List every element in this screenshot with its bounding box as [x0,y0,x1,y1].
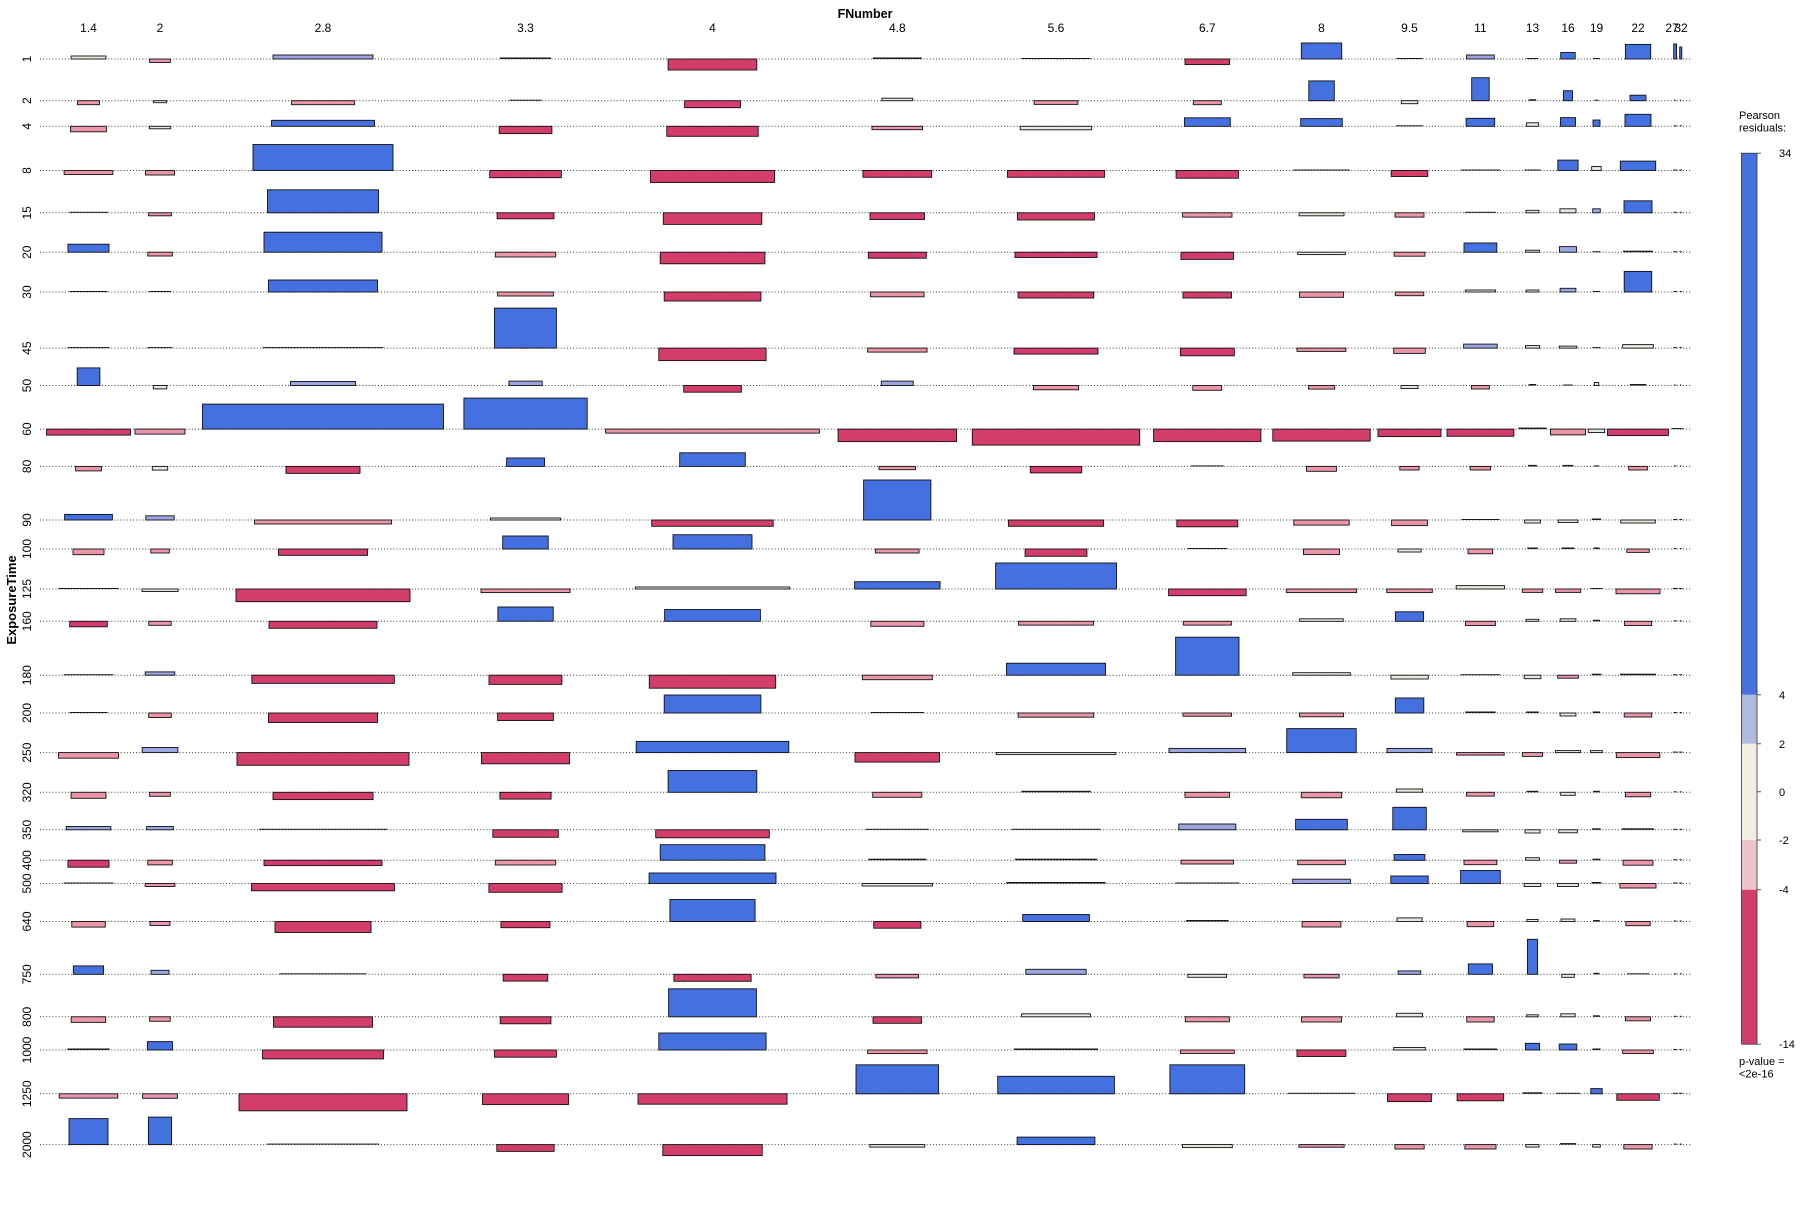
svg-text:4: 4 [1779,690,1785,702]
svg-text:8: 8 [20,167,34,174]
svg-text:19: 19 [1590,21,1604,35]
svg-text:60: 60 [20,422,34,436]
svg-text:2: 2 [1779,739,1785,751]
svg-text:400: 400 [20,850,34,870]
svg-text:ExposureTime: ExposureTime [4,555,19,644]
svg-text:2: 2 [157,21,164,35]
svg-text:2000: 2000 [20,1131,34,1158]
svg-text:45: 45 [20,341,34,355]
svg-text:30: 30 [20,285,34,299]
svg-text:6.7: 6.7 [1199,21,1216,35]
svg-text:0: 0 [1779,787,1785,799]
svg-text:p-value =: p-value = [1739,1056,1785,1068]
svg-text:2: 2 [20,97,34,104]
svg-text:500: 500 [20,873,34,893]
svg-text:750: 750 [20,964,34,984]
svg-text:1: 1 [20,55,34,62]
svg-text:3.3: 3.3 [517,21,534,35]
svg-text:4: 4 [20,123,34,130]
svg-text:residuals:: residuals: [1739,123,1786,135]
svg-text:4: 4 [709,21,716,35]
svg-text:800: 800 [20,1006,34,1026]
svg-text:5.6: 5.6 [1048,21,1065,35]
svg-text:16: 16 [1561,21,1575,35]
svg-text:11: 11 [1474,21,1487,35]
svg-text:8: 8 [1318,21,1325,35]
svg-text:20: 20 [20,245,34,259]
svg-text:100: 100 [20,539,34,559]
svg-text:1250: 1250 [20,1080,34,1107]
svg-text:4.8: 4.8 [889,21,906,35]
svg-text:1000: 1000 [20,1036,34,1063]
svg-text:9.5: 9.5 [1401,21,1418,35]
svg-text:80: 80 [20,459,34,473]
svg-text:FNumber: FNumber [838,7,893,21]
svg-text:2.8: 2.8 [315,21,332,35]
svg-text:350: 350 [20,819,34,839]
svg-text:-4: -4 [1779,885,1789,897]
svg-text:22: 22 [1631,21,1645,35]
svg-text:50: 50 [20,379,34,393]
svg-text:1.4: 1.4 [80,21,97,35]
svg-text:13: 13 [1526,21,1540,35]
svg-text:Pearson: Pearson [1739,110,1780,122]
svg-text:250: 250 [20,742,34,762]
svg-text:180: 180 [20,665,34,685]
svg-text:-2: -2 [1779,835,1789,847]
svg-text:27: 27 [1665,21,1679,35]
svg-text:-14: -14 [1779,1039,1795,1051]
svg-text:15: 15 [20,206,34,220]
svg-text:90: 90 [20,513,34,527]
svg-text:34: 34 [1779,148,1791,160]
svg-text:200: 200 [20,703,34,723]
svg-text:640: 640 [20,911,34,931]
svg-text:32: 32 [1674,21,1688,35]
svg-text:<2e-16: <2e-16 [1739,1069,1774,1081]
svg-text:320: 320 [20,782,34,802]
svg-text:160: 160 [20,611,34,631]
svg-text:125: 125 [20,579,34,599]
